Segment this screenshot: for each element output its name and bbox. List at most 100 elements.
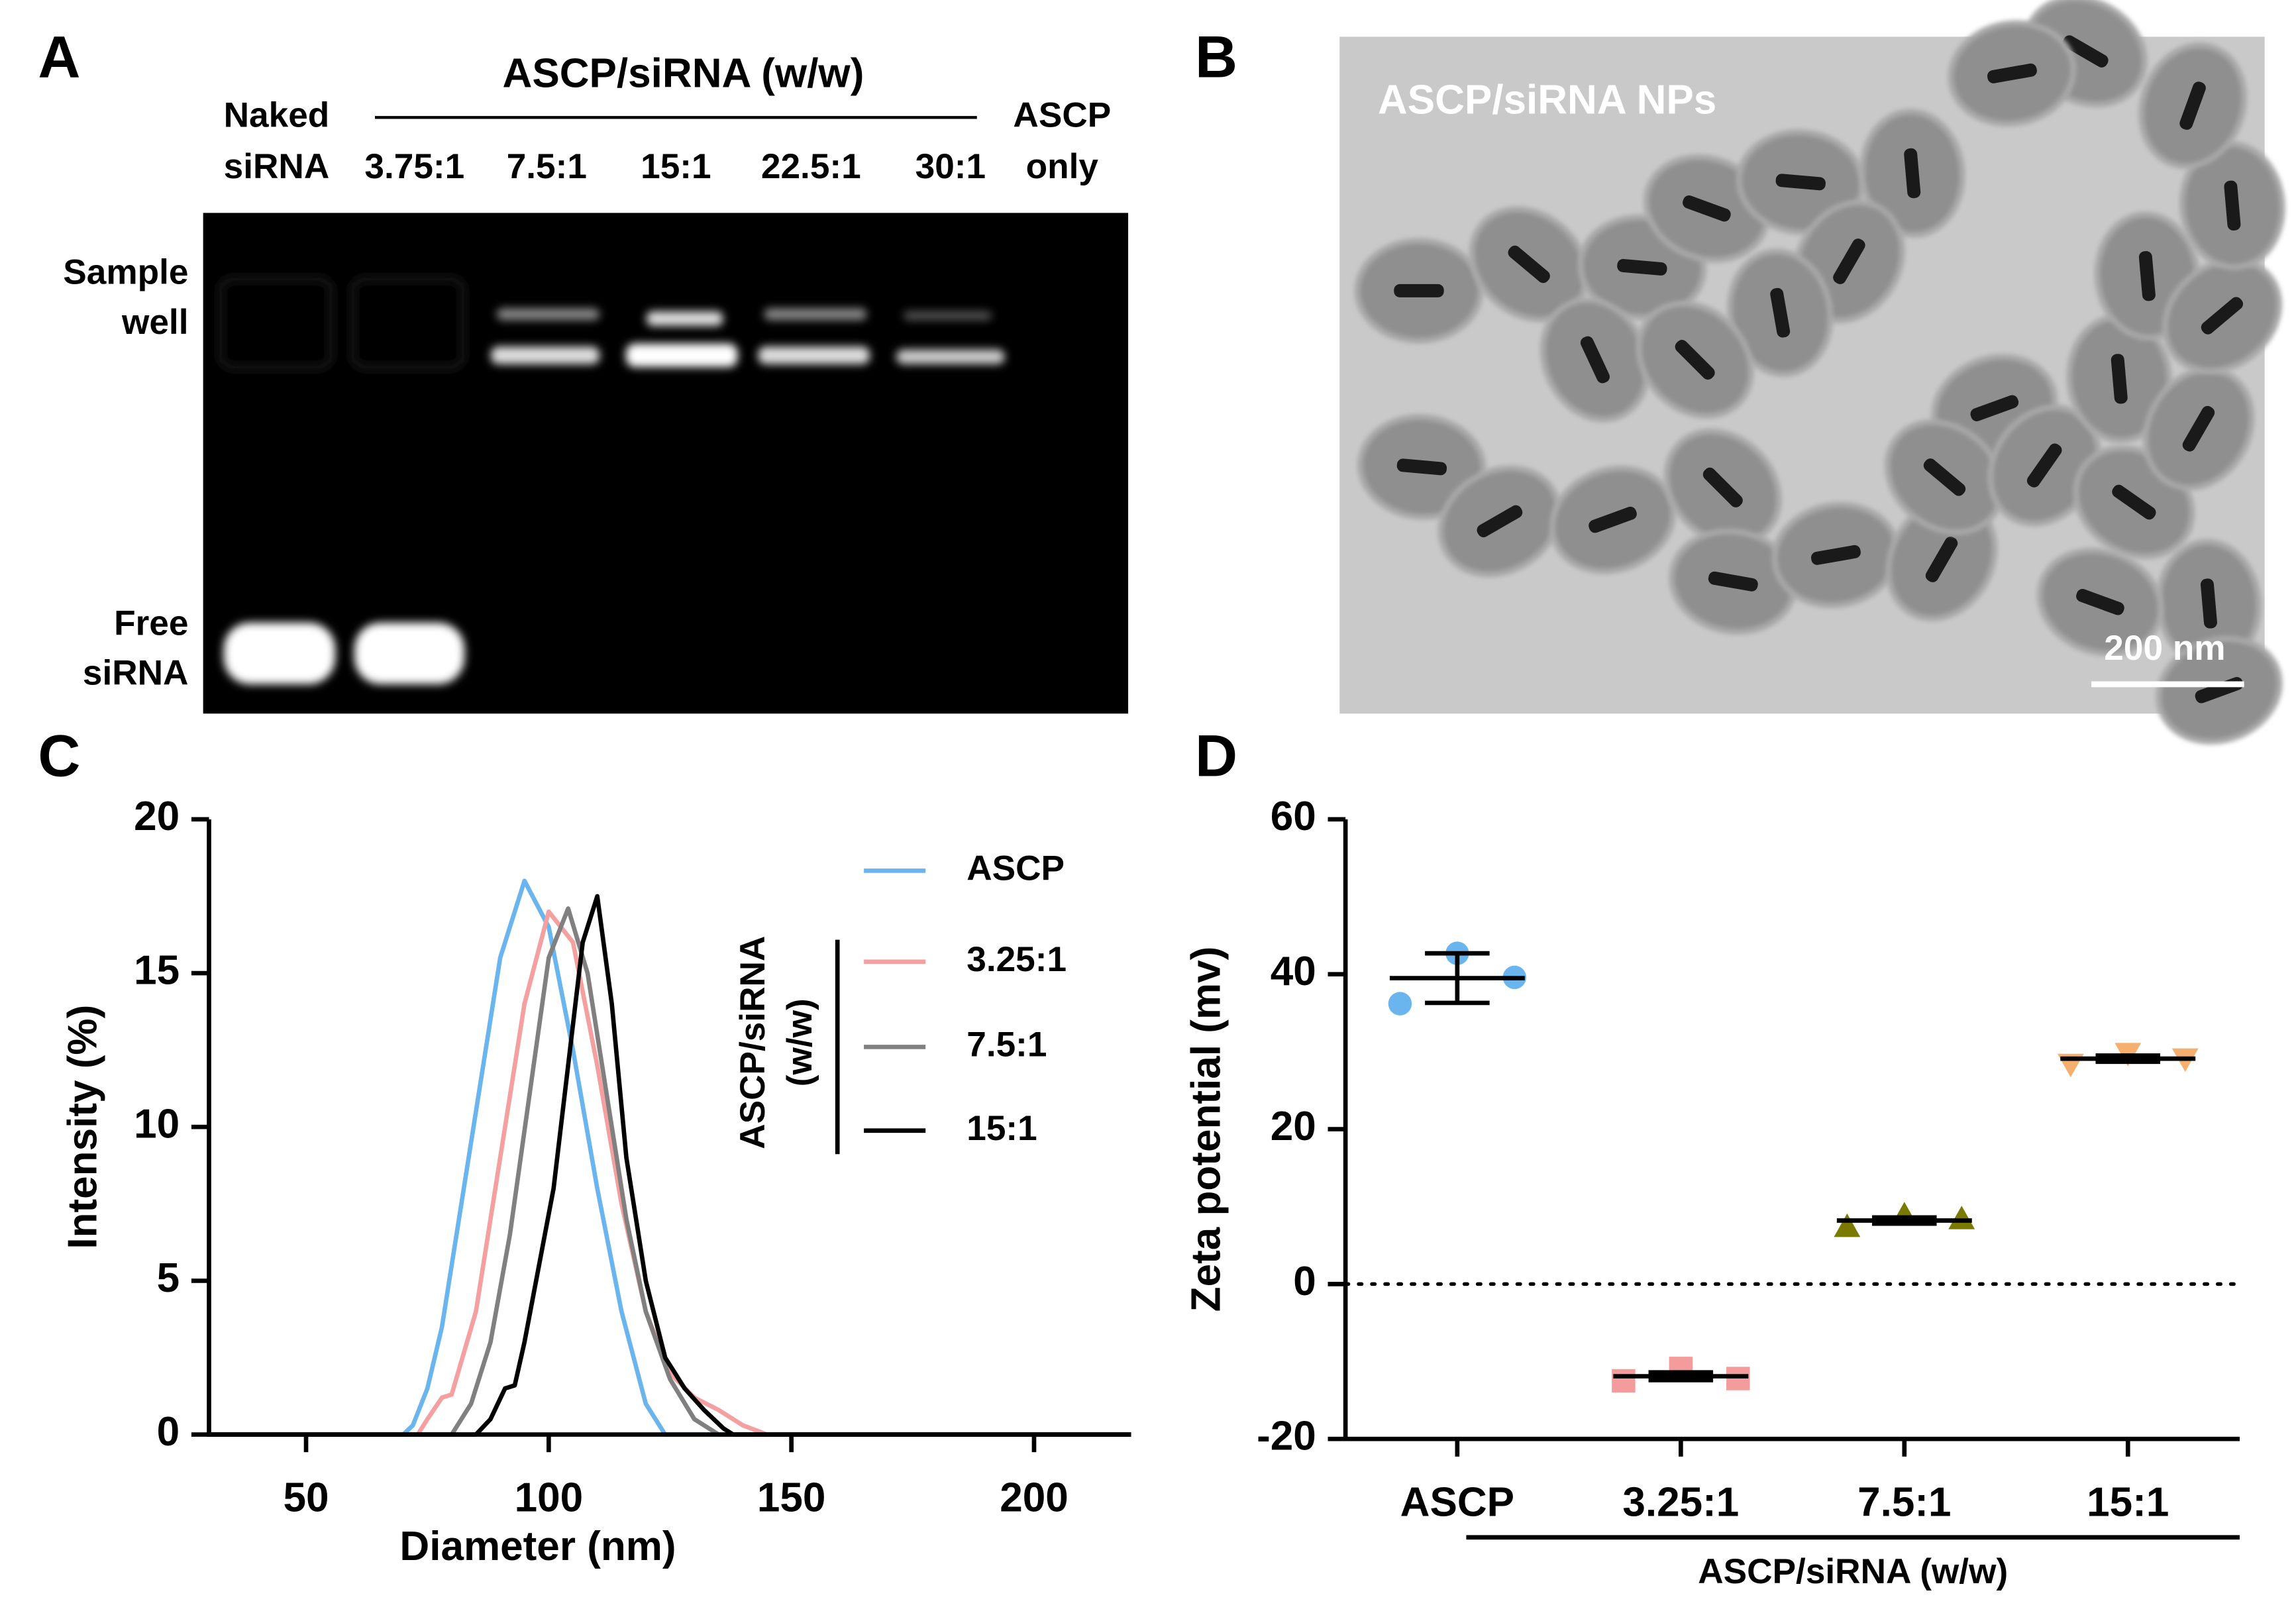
lane-label: Naked	[224, 95, 330, 134]
data-point	[1612, 1369, 1636, 1393]
lane-label: 22.5:1	[761, 147, 861, 186]
error-bar	[1648, 1370, 1714, 1382]
x-tick-label: 7.5:1	[1857, 1479, 1951, 1525]
particle-rod	[1970, 395, 2019, 421]
y-tick-label: 20	[1271, 1104, 1316, 1149]
particles	[1354, 0, 2285, 745]
gel	[203, 213, 1129, 714]
y-tick-label: 40	[1271, 949, 1316, 994]
x-axis-label: Diameter (nm)	[399, 1524, 676, 1569]
particle-rod	[1589, 506, 1637, 533]
tem-caption: ASCP/siRNA NPs	[1378, 78, 1716, 123]
x-tick-label: ASCP	[1400, 1479, 1514, 1525]
particle-rod	[1987, 63, 2037, 83]
y-tick-label: 20	[134, 794, 180, 839]
lane-label: 30:1	[915, 147, 986, 186]
particle-rod	[2026, 443, 2062, 488]
data-line	[209, 894, 1131, 1437]
error-bar	[2095, 1053, 2161, 1065]
particle-rod	[1508, 245, 1550, 284]
particle	[2036, 547, 2164, 656]
particle-rod	[1775, 174, 1826, 191]
legend-title: ASCP/siRNA	[733, 936, 772, 1149]
particle-rod	[1811, 545, 1861, 565]
particle-rod	[1617, 258, 1667, 276]
lane-label: ASCP	[1013, 95, 1111, 134]
particle	[1437, 465, 1562, 578]
particle	[1663, 428, 1782, 547]
lane-label: 7.5:1	[507, 147, 587, 186]
particle-rod	[2182, 405, 2215, 452]
y-tick-label: -20	[1257, 1414, 1316, 1459]
particle	[2142, 366, 2255, 491]
legend-label: 15:1	[966, 1109, 1037, 1148]
row-label: Sample	[63, 253, 188, 292]
particle	[1636, 300, 1754, 419]
gel-bands	[218, 276, 1005, 684]
particle-rod	[2201, 297, 2244, 335]
particle-rod	[1683, 195, 1731, 222]
error-bar	[1425, 951, 1490, 1006]
particle-rod	[1477, 505, 1523, 538]
gel-panel	[203, 213, 1129, 714]
particle-rod	[1833, 238, 1865, 284]
particle-rod	[2200, 578, 2217, 629]
particle-rod	[2224, 180, 2241, 231]
lane-label: 3.75:1	[364, 147, 464, 186]
tem-panel	[1339, 0, 2285, 745]
row-label: siRNA	[83, 654, 189, 693]
panel-label: D	[1195, 723, 1237, 789]
scale-label: 200 nm	[2104, 629, 2225, 668]
particle	[2138, 42, 2248, 170]
legend-label: ASCP	[966, 849, 1065, 888]
y-tick-label: 15	[134, 947, 180, 993]
y-tick-label: 0	[157, 1409, 180, 1455]
particle-rod	[1580, 336, 1610, 384]
particle	[1859, 109, 1965, 238]
particle	[1884, 419, 2005, 535]
particle-rod	[2138, 251, 2156, 301]
y-tick-label: 0	[1293, 1259, 1316, 1304]
row-label: well	[121, 303, 189, 342]
y-tick-label: 10	[134, 1102, 180, 1147]
data-point	[1948, 1206, 1975, 1229]
x-tick-label: 150	[757, 1475, 826, 1521]
data-line	[209, 906, 1131, 1437]
particle-rod	[1904, 148, 1921, 199]
y-tick-label: 60	[1271, 794, 1316, 839]
x-tick-label: 15:1	[2087, 1479, 2169, 1525]
particle-rod	[1770, 287, 1791, 338]
particle	[1354, 238, 1484, 344]
panel-label: B	[1195, 25, 1237, 90]
particle-rod	[2112, 484, 2156, 520]
y-axis-label: Zeta potential (mv)	[1183, 947, 1229, 1312]
x-tick-label: 200	[1000, 1475, 1069, 1521]
particle-rod	[2111, 354, 2128, 404]
particle-rod	[2076, 589, 2124, 615]
x-tick-label: 100	[515, 1475, 584, 1521]
particle-rod	[1396, 458, 1447, 476]
lane-label: siRNA	[224, 147, 330, 186]
data-line	[209, 878, 1131, 1437]
row-label: Free	[114, 603, 188, 643]
particle-rod	[1675, 340, 1715, 380]
particle-rod	[1702, 467, 1743, 507]
particle-rod	[1708, 571, 1758, 592]
data-line	[209, 909, 1131, 1437]
particle	[1987, 404, 2102, 527]
legend-label: 3.25:1	[966, 940, 1067, 979]
panel-label: C	[38, 723, 80, 789]
particle	[2162, 257, 2283, 374]
error-bar	[1872, 1215, 1937, 1226]
x-tick-label: 50	[284, 1475, 329, 1521]
lane-label: 15:1	[641, 147, 711, 186]
legend-title: (w/w)	[780, 998, 819, 1086]
y-axis-label: Intensity (%)	[60, 1005, 106, 1249]
data-point	[1388, 992, 1412, 1016]
particle-rod	[1923, 458, 1966, 496]
x-tick-label: 3.25:1	[1622, 1479, 1739, 1525]
x-axis-label: ASCP/siRNA (w/w)	[1698, 1552, 2008, 1591]
lane-label: only	[1026, 147, 1099, 186]
particle-rod	[2179, 81, 2206, 130]
